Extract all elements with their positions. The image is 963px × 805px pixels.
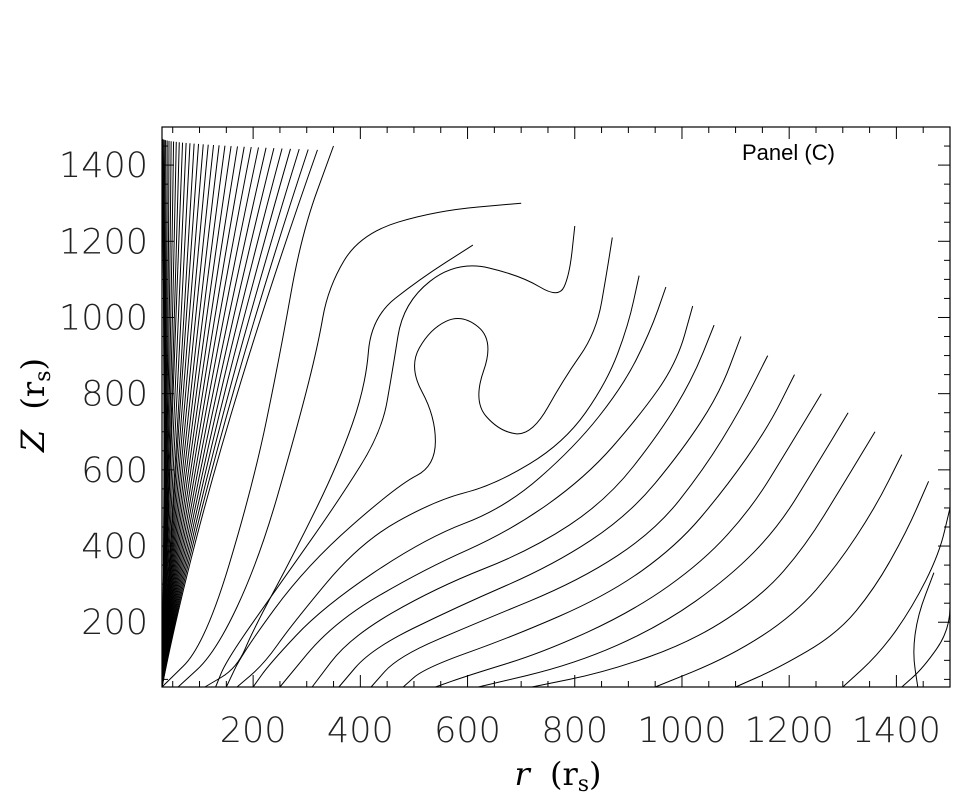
contour-fan-line <box>161 146 245 688</box>
plot-frame <box>161 126 951 688</box>
y-tick-label: 600 <box>81 451 148 491</box>
contour-line-17 <box>842 507 951 688</box>
contour-fan-line <box>161 146 252 688</box>
x-axis-title-main: r <box>514 755 531 793</box>
y-axis-title-close: ) <box>14 358 52 370</box>
y-tick-label: 200 <box>81 603 148 643</box>
contour-fan-line <box>161 147 259 688</box>
contour-line-13 <box>478 412 849 688</box>
contour-line-14 <box>531 431 876 688</box>
contour-fan-line <box>161 148 283 688</box>
y-tick-label: 1400 <box>59 146 148 186</box>
y-tick-label: 800 <box>81 375 148 415</box>
contour-fan-line <box>161 149 309 688</box>
x-tick-label: 1000 <box>637 711 726 751</box>
x-tick-label: 200 <box>220 711 287 751</box>
x-axis-title: r (rs) <box>514 755 601 797</box>
contour-line-10 <box>370 355 769 688</box>
contour-fan-line <box>161 146 239 688</box>
contour-line-18 <box>901 538 951 688</box>
contour-line-15 <box>655 454 903 688</box>
contour-line-7 <box>279 305 694 688</box>
contour-fan-line <box>161 148 291 688</box>
x-axis-title-close: ) <box>589 755 601 793</box>
x-tick-label: 800 <box>541 711 608 751</box>
y-tick-label: 1200 <box>59 222 148 262</box>
contour-fan-line <box>161 148 275 688</box>
contour-line-8 <box>311 324 715 688</box>
tick-labels: 200 400 600 800 1000 1200 1400 200 400 600 800 1000… <box>59 146 941 751</box>
x-tick-label: 600 <box>434 711 501 751</box>
contour-line-5 <box>236 275 640 688</box>
axis-ticks <box>162 127 950 687</box>
panel-label: Panel (C) <box>742 140 835 165</box>
y-axis-title: Z (rs) <box>14 358 56 453</box>
contour-line-16 <box>735 481 930 688</box>
x-axis-title-sub: s <box>578 772 589 797</box>
contour-fan-line <box>161 143 191 688</box>
y-tick-label: 1000 <box>59 298 148 338</box>
contour-line-2 <box>204 244 474 688</box>
contour-line-0 <box>161 145 334 688</box>
y-axis-title-sub: s <box>31 371 56 382</box>
contour-fan-line <box>161 147 267 688</box>
x-tick-label: 400 <box>327 711 394 751</box>
x-axis-title-unit: (r <box>550 755 578 793</box>
contour-line-19 <box>913 572 935 688</box>
contour-line-3 <box>215 225 576 688</box>
y-axis-title-main: Z <box>14 429 52 453</box>
x-tick-label: 1400 <box>852 711 941 751</box>
contour-fan-line <box>161 149 318 688</box>
contour-lines <box>161 138 951 688</box>
contour-line-6 <box>252 286 667 688</box>
y-tick-label: 400 <box>81 527 148 567</box>
contour-fan-line <box>161 149 300 688</box>
contour-line-1 <box>177 202 522 688</box>
contour-line-11 <box>402 374 795 688</box>
contour-line-9 <box>338 336 742 688</box>
x-tick-label: 1200 <box>745 711 834 751</box>
contour-line-12 <box>435 393 822 688</box>
contour-line-4 <box>225 237 613 688</box>
y-axis-title-unit: (r <box>14 381 52 409</box>
